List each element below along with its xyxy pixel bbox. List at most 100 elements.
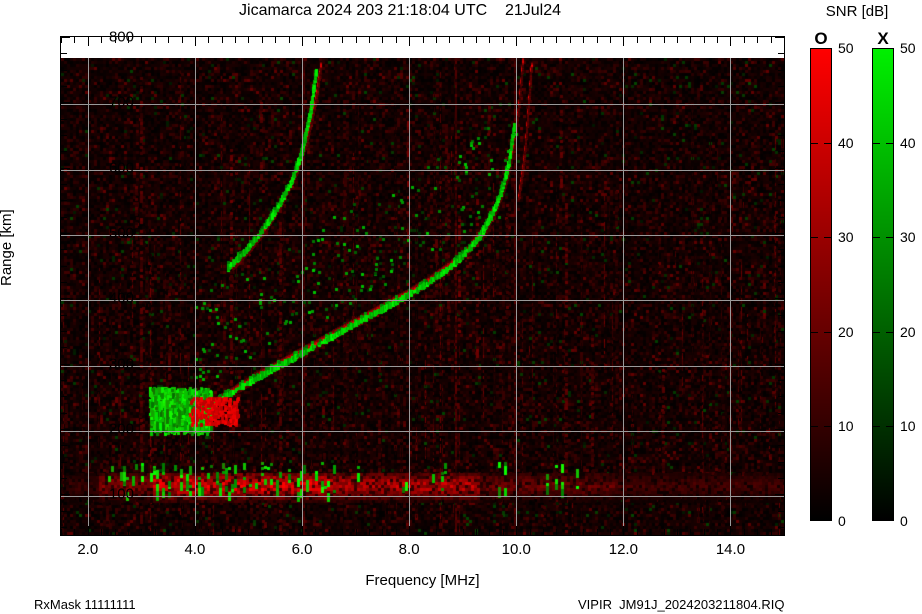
x-tick-bottom — [74, 529, 75, 535]
x-tick-bottom — [302, 526, 303, 535]
x-tick-bottom — [115, 529, 116, 535]
x-tick-bottom — [436, 529, 437, 535]
x-tick-top — [730, 37, 731, 46]
y-tick-left — [61, 135, 67, 136]
colorbar-tick-x — [872, 143, 880, 144]
x-tick-top — [356, 37, 357, 43]
page-title: Jicamarca 2024 203 21:18:04 UTC 21Jul24 — [239, 2, 561, 19]
colorbar-tick-label-x: 10 — [900, 418, 916, 435]
x-tick-top — [771, 37, 772, 43]
x-tick-top — [476, 37, 477, 43]
y-tick-left — [61, 53, 67, 54]
x-tick-top — [664, 37, 665, 43]
colorbar-tick-label-x: 30 — [900, 229, 916, 246]
y-tick-left — [61, 184, 67, 185]
y-tick-right — [778, 315, 784, 316]
x-tick-top — [463, 37, 464, 43]
y-tick-right — [778, 70, 784, 71]
x-tick-top — [784, 37, 785, 43]
x-tick-bottom — [784, 529, 785, 535]
x-tick-top — [208, 37, 209, 43]
x-tick-top — [369, 37, 370, 43]
x-tick-top — [115, 37, 116, 43]
x-tick-bottom — [342, 529, 343, 535]
x-tick-top — [315, 37, 316, 43]
x-tick-top — [556, 37, 557, 43]
y-tick-right — [778, 249, 784, 250]
colorbar-tick-label-x: 50 — [900, 40, 916, 56]
footer-rxmask: RxMask 11111111 — [34, 597, 136, 612]
colorbar-o-label: O — [814, 29, 828, 48]
x-tick-top — [757, 37, 758, 43]
x-tick-bottom — [664, 529, 665, 535]
y-tick-left — [61, 200, 67, 201]
y-tick-left — [61, 315, 67, 316]
x-tick-bottom — [382, 529, 383, 535]
colorbar-tick-x — [886, 332, 894, 333]
x-tick-top — [235, 37, 236, 43]
y-tick-left — [61, 151, 67, 152]
x-tick-bottom — [168, 529, 169, 535]
colorbar-tick-o — [824, 426, 832, 427]
x-tick-top — [650, 37, 651, 43]
y-tick-right — [778, 347, 784, 348]
y-tick-right — [775, 429, 784, 430]
x-tick-top — [155, 37, 156, 43]
colorbar-tick-x — [872, 426, 880, 427]
x-tick-bottom — [101, 529, 102, 535]
y-tick-left — [61, 119, 67, 120]
y-tick-right — [778, 86, 784, 87]
y-tick-right — [775, 168, 784, 169]
x-tick-bottom — [315, 529, 316, 535]
x-tick-top — [610, 37, 611, 43]
x-tick-bottom — [597, 529, 598, 535]
x-tick-bottom — [248, 529, 249, 535]
x-tick-top — [623, 37, 624, 46]
colorbar-tick-o — [810, 143, 818, 144]
ionogram-data-canvas — [61, 58, 784, 535]
colorbar-tick-x — [872, 237, 880, 238]
x-tick-bottom — [262, 529, 263, 535]
x-tick-bottom — [155, 529, 156, 535]
y-tick-right — [778, 282, 784, 283]
x-tick-bottom — [182, 529, 183, 535]
colorbar-tick-label-o: 40 — [838, 134, 854, 151]
y-tick-left — [61, 70, 67, 71]
y-tick-right — [775, 494, 784, 495]
y-tick-left — [61, 413, 67, 414]
x-tick-bottom — [583, 529, 584, 535]
x-tick-top — [382, 37, 383, 43]
x-tick-top — [597, 37, 598, 43]
x-tick-top — [128, 37, 129, 43]
y-tick-right — [778, 151, 784, 152]
x-tick-bottom — [503, 529, 504, 535]
x-tick-bottom — [208, 529, 209, 535]
x-tick-bottom — [396, 529, 397, 535]
x-tick-bottom — [650, 529, 651, 535]
x-tick-bottom — [730, 526, 731, 535]
y-tick-left — [61, 298, 70, 299]
x-tick-bottom — [61, 529, 62, 535]
ionogram-traces — [61, 58, 784, 535]
y-tick-right — [778, 445, 784, 446]
x-tick-top — [342, 37, 343, 43]
x-tick-bottom — [757, 529, 758, 535]
x-tick-bottom — [556, 529, 557, 535]
y-tick-left — [61, 445, 67, 446]
colorbar-tick-x — [886, 237, 894, 238]
y-tick-left — [61, 86, 67, 87]
x-tick-label: 14.0 — [715, 541, 746, 558]
x-tick-top — [222, 37, 223, 43]
y-tick-left — [61, 396, 67, 397]
y-tick-left — [61, 331, 67, 332]
y-tick-right — [775, 298, 784, 299]
x-tick-top — [141, 37, 142, 43]
x-tick-top — [182, 37, 183, 43]
y-tick-left — [61, 102, 70, 103]
x-tick-bottom — [369, 529, 370, 535]
x-tick-top — [530, 37, 531, 43]
y-tick-right — [778, 200, 784, 201]
y-tick-left — [61, 527, 67, 528]
x-tick-top — [409, 37, 410, 46]
colorbar-tick-o — [810, 426, 818, 427]
